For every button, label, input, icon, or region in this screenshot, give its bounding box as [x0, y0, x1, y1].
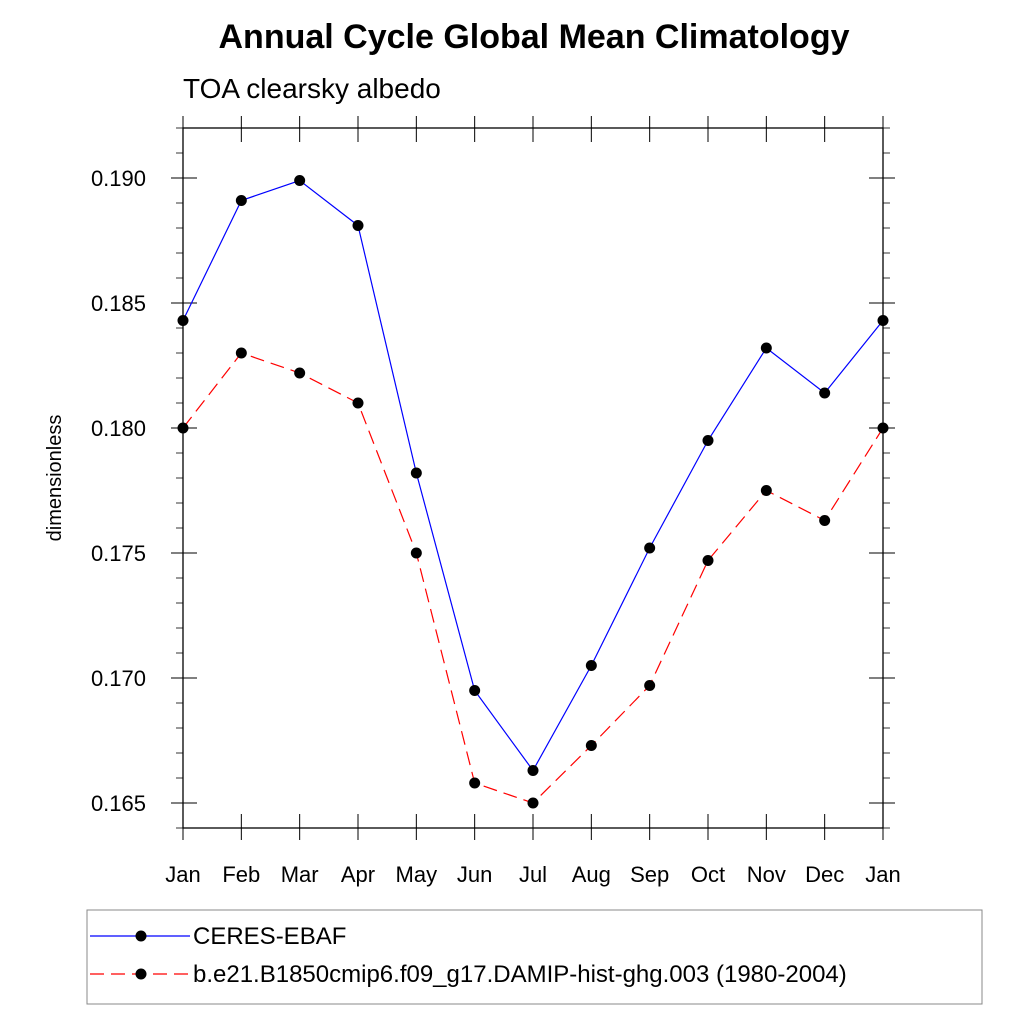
- data-point: [702, 555, 714, 566]
- x-tick-label: Jan: [865, 862, 900, 887]
- x-tick-label: Nov: [747, 862, 786, 887]
- data-point: [819, 387, 831, 399]
- legend-label-2: b.e21.B1850cmip6.f09_g17.DAMIP-hist-ghg.…: [193, 961, 847, 988]
- y-tick-label: 0.170: [91, 666, 146, 691]
- data-point: [177, 422, 189, 434]
- x-tick-label: Mar: [281, 862, 319, 887]
- data-point: [410, 547, 422, 559]
- chart-title: Annual Cycle Global Mean Climatology: [219, 18, 850, 56]
- data-point: [702, 435, 714, 446]
- data-point: [877, 315, 889, 326]
- axis-ticks: [171, 116, 895, 840]
- chart-subtitle: TOA clearsky albedo: [183, 73, 441, 104]
- y-tick-label: 0.185: [91, 291, 146, 316]
- y-tick-labels: 0.165 0.170 0.175 0.180 0.185 0.190: [91, 166, 146, 816]
- y-tick-label: 0.190: [91, 166, 146, 191]
- y-axis-label: dimensionless: [44, 415, 66, 542]
- x-tick-label: Feb: [222, 862, 260, 887]
- x-tick-label: Jun: [457, 862, 492, 887]
- data-point: [294, 367, 306, 379]
- plot-frame: [182, 127, 884, 829]
- x-tick-label: Jul: [519, 862, 547, 887]
- y-tick-label: 0.180: [91, 416, 146, 441]
- data-point: [877, 422, 889, 434]
- x-tick-label: Dec: [805, 862, 844, 887]
- series-layer: [177, 175, 889, 809]
- data-point: [352, 397, 364, 409]
- legend: CERES-EBAF b.e21.B1850cmip6.f09_g17.DAMIP…: [90, 923, 847, 988]
- data-point: [469, 777, 481, 789]
- legend-marker: [135, 930, 147, 942]
- data-point: [760, 485, 772, 496]
- data-point: [410, 467, 422, 479]
- x-tick-label: Aug: [572, 862, 611, 887]
- data-point: [644, 542, 656, 554]
- data-point: [819, 515, 831, 526]
- legend-box: [86, 909, 983, 1005]
- x-tick-label: Oct: [691, 862, 725, 887]
- data-point: [294, 175, 306, 186]
- data-point: [469, 685, 481, 696]
- data-point: [527, 797, 539, 809]
- data-point: [644, 680, 656, 691]
- x-tick-labels: Jan Feb Mar Apr May Jun Jul Aug Sep Oct Nov Dec Jan: [165, 862, 900, 887]
- data-point: [235, 347, 247, 359]
- x-tick-label: May: [396, 862, 438, 887]
- y-tick-label: 0.175: [91, 541, 146, 566]
- series-line-2: [182, 352, 884, 804]
- x-tick-label: Apr: [341, 862, 375, 887]
- data-point: [527, 765, 539, 776]
- x-tick-label: Jan: [165, 862, 200, 887]
- legend-label-1: CERES-EBAF: [193, 923, 346, 950]
- data-point: [235, 195, 247, 206]
- data-point: [760, 342, 772, 354]
- data-point: [177, 315, 189, 326]
- legend-marker: [135, 968, 147, 980]
- data-point: [352, 220, 364, 231]
- x-tick-label: Sep: [630, 862, 669, 887]
- data-point: [585, 660, 597, 671]
- series-line-1: [182, 179, 884, 772]
- data-point: [585, 740, 597, 751]
- y-tick-label: 0.165: [91, 791, 146, 816]
